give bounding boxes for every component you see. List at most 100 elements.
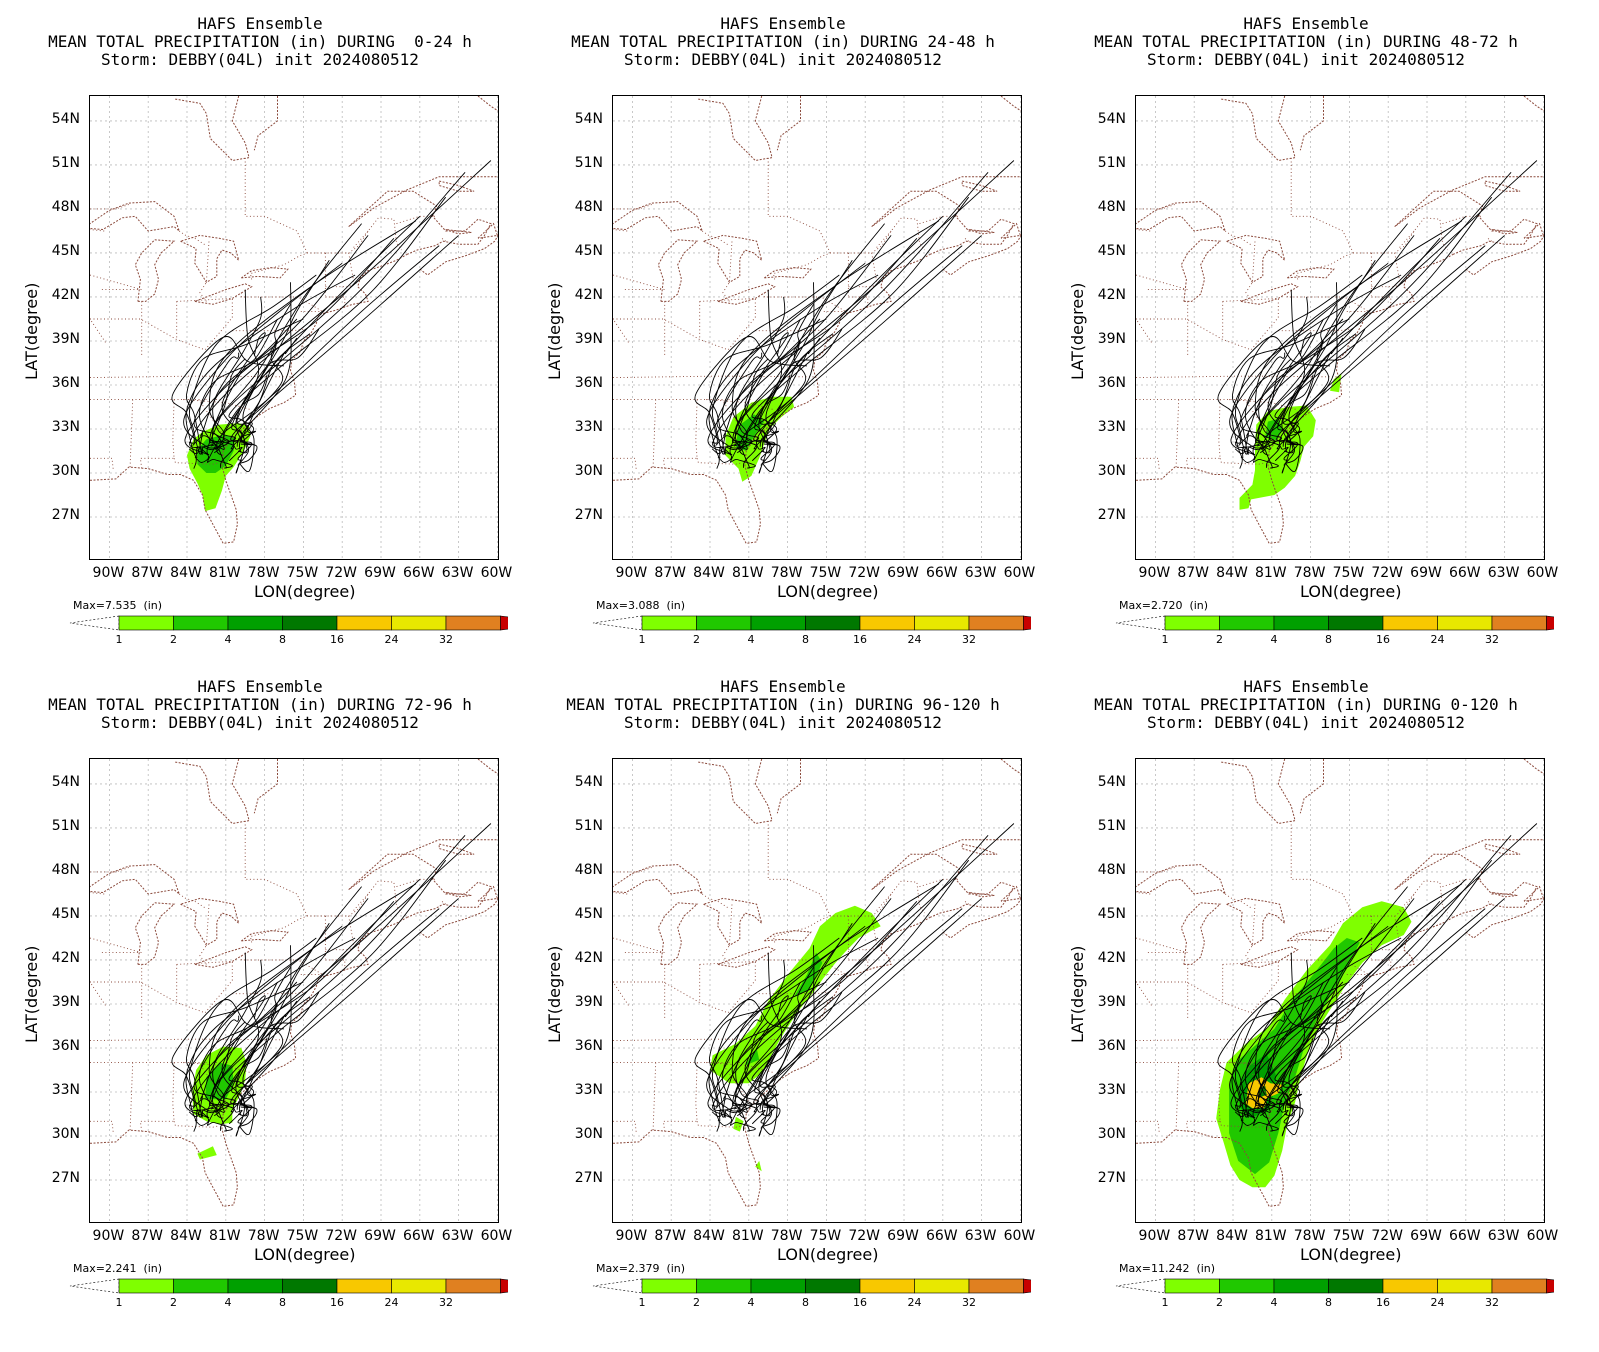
lon-tick-label: 90W (1138, 1228, 1171, 1244)
colorbar-level-label: 16 (1376, 633, 1390, 646)
storm-track (729, 374, 791, 469)
colorbar-level-label: 32 (439, 633, 453, 646)
colorbar-segment (750, 1278, 806, 1294)
panel-title-line-1: HAFS Ensemble (197, 677, 323, 696)
colorbar-level-label: 16 (1376, 1296, 1390, 1309)
precip-area (794, 952, 823, 997)
lon-tick-label: 60W (1003, 1228, 1036, 1244)
storm-track (1276, 898, 1505, 1124)
coastlines (613, 96, 1021, 544)
lon-tick-label: 81W (1254, 1228, 1287, 1244)
storm-track (751, 996, 834, 1125)
lat-tick-label: 30N (1097, 1125, 1126, 1142)
colorbar-segment (1273, 615, 1329, 631)
colorbar-segment (282, 1278, 338, 1294)
storm-track (231, 991, 320, 1117)
panel-title-line-3: Storm: DEBBY(04L) init 2024080512 (1147, 50, 1465, 69)
lat-tick-label: 42N (574, 949, 603, 966)
lon-tick-label: 75W (286, 1228, 319, 1244)
storm-track (1265, 908, 1486, 1131)
storm-track (221, 332, 266, 474)
colorbar-level-label: 16 (330, 633, 344, 646)
storm-track (1274, 996, 1357, 1125)
lon-tick-label: 78W (1293, 1228, 1326, 1244)
gridlines (90, 759, 498, 1222)
storm-track (1258, 223, 1408, 450)
lon-tick-label: 78W (1293, 565, 1326, 581)
state-borders (1136, 820, 1492, 1134)
colorbar-level-label: 32 (439, 1296, 453, 1309)
lon-tick-label: 75W (1332, 1228, 1365, 1244)
storm-track (1239, 1015, 1286, 1113)
storm-track (735, 296, 786, 444)
storm-track (219, 245, 440, 468)
colorbar-low-end (1115, 615, 1166, 631)
lat-tick-label: 36N (1097, 1037, 1126, 1054)
lat-tick-label: 48N (1097, 861, 1126, 878)
colorbar-level-label: 2 (1216, 1296, 1223, 1309)
storm-track (716, 352, 763, 450)
precip-area (710, 905, 881, 1084)
gridlines (1136, 759, 1544, 1222)
lon-tick-label: 63W (441, 1228, 474, 1244)
storm-track (1274, 196, 1493, 443)
y-axis-title: LAT(degree) (545, 282, 564, 380)
colorbar (69, 1278, 508, 1294)
storm-track (1282, 1000, 1344, 1110)
storm-track (221, 995, 266, 1137)
lon-tick-label: 81W (731, 1228, 764, 1244)
storm-track (735, 959, 786, 1107)
lat-tick-label: 42N (1097, 949, 1126, 966)
lon-tick-label: 66W (925, 565, 958, 581)
storm-track (707, 235, 892, 463)
lon-tick-label: 72W (848, 1228, 881, 1244)
coastlines (1136, 96, 1544, 544)
storm-track (751, 859, 970, 1106)
map-panel: HAFS Ensemble MEAN TOTAL PRECIPITATION (i… (523, 678, 1043, 1338)
precip-area (755, 1160, 762, 1172)
lon-tick-label: 63W (441, 565, 474, 581)
lon-tick-label: 60W (480, 565, 513, 581)
lon-tick-label: 69W (364, 565, 396, 581)
storm-track (228, 859, 447, 1106)
storm-track (211, 981, 278, 1132)
storm-track (1252, 1037, 1314, 1132)
lat-tick-label: 48N (1097, 198, 1126, 215)
storm-track (711, 900, 918, 1118)
storm-track (1267, 332, 1312, 474)
lat-tick-label: 51N (51, 154, 80, 171)
lon-tick-label: 87W (1177, 1228, 1210, 1244)
lon-tick-label: 78W (247, 565, 280, 581)
lon-tick-label: 63W (964, 1228, 997, 1244)
storm-track (1265, 245, 1486, 468)
lon-tick-label: 81W (731, 565, 764, 581)
storm-track (1284, 945, 1338, 1128)
panel-title-line-3: Storm: DEBBY(04L) init 2024080512 (101, 50, 419, 69)
ensemble-tracks (694, 160, 1015, 474)
ensemble-tracks (1217, 823, 1538, 1137)
colorbar-level-label: 1 (115, 633, 123, 646)
max-value-label: Max=2.720 (in) (1119, 599, 1209, 612)
storm-track (212, 886, 362, 1113)
storm-track (1229, 262, 1389, 454)
colorbar-segment (805, 1278, 861, 1294)
lat-tick-label: 39N (574, 993, 603, 1010)
colorbar-segment (391, 615, 447, 631)
storm-track (189, 823, 492, 1111)
storm-track (212, 223, 362, 450)
map-panel: HAFS Ensemble MEAN TOTAL PRECIPITATION (i… (0, 678, 520, 1338)
ensemble-tracks (171, 823, 492, 1137)
lon-tick-label: 84W (170, 565, 202, 581)
lon-tick-label: 60W (480, 1228, 513, 1244)
colorbar-high-end (1023, 615, 1031, 631)
storm-track (185, 937, 356, 1132)
lat-tick-label: 45N (1097, 905, 1126, 922)
lat-tick-label: 54N (51, 110, 80, 127)
lon-tick-label: 66W (1448, 565, 1481, 581)
storm-track (184, 235, 369, 463)
panel-title-line-3: Storm: DEBBY(04L) init 2024080512 (1147, 713, 1465, 732)
storm-track (1284, 282, 1338, 465)
y-axis-title: LAT(degree) (22, 282, 41, 380)
storm-track (208, 883, 417, 1119)
max-value-label: Max=11.242 (in) (1119, 1262, 1216, 1275)
